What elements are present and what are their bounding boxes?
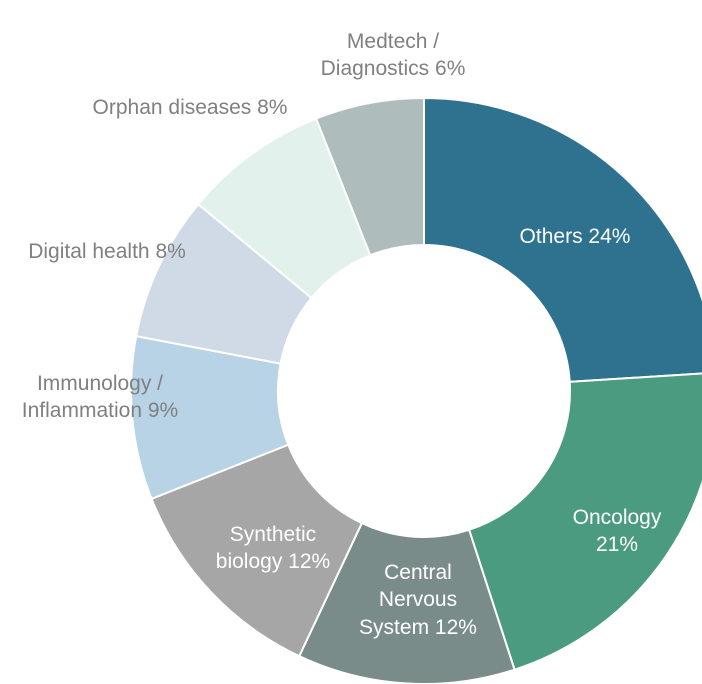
- label-box: Medtech / Diagnostics 6%: [318, 0, 468, 120]
- category-label: Orphan diseases: [92, 96, 252, 120]
- donut-slice: [150, 443, 364, 658]
- label-box: Others 24%: [475, 172, 675, 302]
- donut-slice: [423, 96, 702, 383]
- label-box: Central Nervous System 12%: [353, 535, 483, 665]
- label-text: Orphan diseases 8%: [93, 94, 288, 121]
- category-label: Immunology / Inflammation: [21, 371, 164, 422]
- slice-label: Immunology / Inflammation 9%: [20, 332, 180, 462]
- label-box: Oncology 21%: [557, 466, 677, 596]
- donut-slice: [467, 372, 702, 671]
- label-text: Oncology 21%: [557, 504, 677, 559]
- slice-label: Orphan diseases 8%: [90, 43, 290, 173]
- category-label: Central Nervous System: [359, 561, 458, 639]
- category-label: Oncology: [572, 505, 662, 529]
- donut-slice: [297, 521, 516, 684]
- value-label: 21%: [595, 533, 639, 556]
- category-label: Medtech / Diagnostics: [320, 29, 440, 80]
- category-label: Digital health: [28, 240, 150, 264]
- label-text: Digital health 8%: [28, 238, 186, 265]
- slice-label: Central Nervous System 12%: [353, 535, 483, 665]
- value-label: 12%: [434, 615, 477, 639]
- label-text: Others 24%: [520, 223, 631, 250]
- label-box: Orphan diseases 8%: [90, 43, 290, 173]
- value-label: 8%: [155, 240, 186, 264]
- label-box: Immunology / Inflammation 9%: [20, 332, 180, 462]
- slice-label: Digital health 8%: [27, 187, 187, 317]
- label-text: Medtech / Diagnostics 6%: [318, 28, 468, 83]
- label-text: Immunology / Inflammation 9%: [20, 370, 180, 425]
- slice-label: Medtech / Diagnostics 6%: [318, 0, 468, 120]
- slice-label: Synthetic biology 12%: [198, 483, 348, 613]
- slice-label: Oncology 21%: [557, 466, 677, 596]
- label-box: Digital health 8%: [27, 187, 187, 317]
- value-label: 12%: [288, 550, 331, 573]
- label-text: Synthetic biology 12%: [198, 521, 348, 576]
- value-label: 8%: [257, 96, 288, 120]
- category-label: Synthetic biology: [215, 522, 317, 573]
- label-box: Synthetic biology 12%: [198, 483, 348, 613]
- slice-label: Others 24%: [475, 172, 675, 302]
- value-label: 6%: [435, 57, 466, 80]
- category-label: Others: [519, 225, 583, 249]
- label-text: Central Nervous System 12%: [353, 559, 483, 641]
- value-label: 24%: [588, 225, 631, 249]
- value-label: 9%: [147, 399, 179, 422]
- donut-slice: [314, 96, 425, 257]
